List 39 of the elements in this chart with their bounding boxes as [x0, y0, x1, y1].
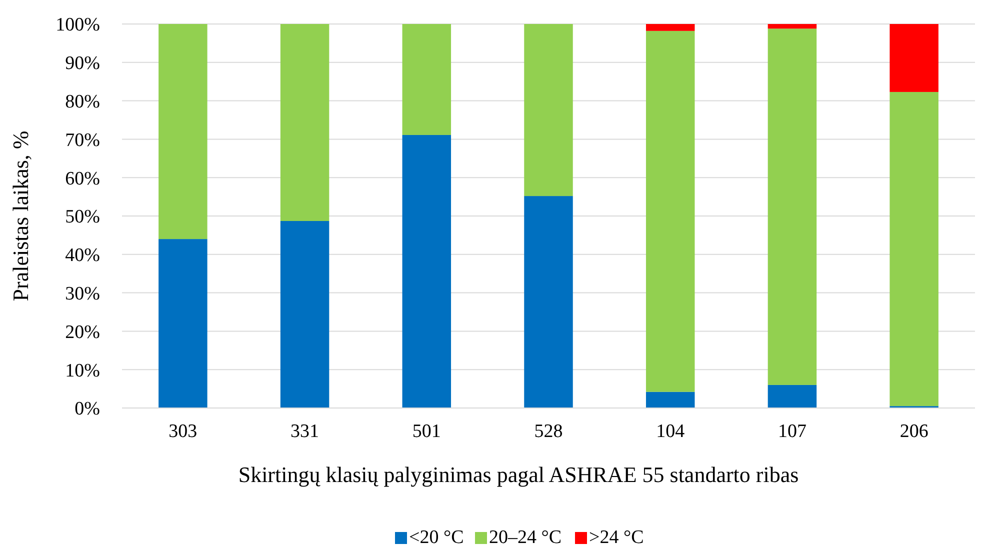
bar	[158, 24, 208, 240]
bar	[646, 24, 695, 31]
bar	[768, 28, 817, 385]
bar	[158, 239, 208, 408]
bar	[402, 24, 452, 135]
bar	[524, 24, 573, 196]
y-tick-label: 10%	[65, 360, 100, 382]
x-tick-label: 107	[778, 421, 806, 442]
y-tick-label: 90%	[65, 53, 100, 74]
legend-label: 20–24 °C	[489, 527, 562, 548]
x-tick-label: 501	[412, 421, 441, 442]
y-tick-label: 80%	[65, 91, 100, 112]
x-tick-label: 331	[290, 421, 320, 442]
x-tick-label: 206	[900, 421, 928, 442]
x-tick-label: 104	[656, 421, 686, 442]
legend-label: <20 °C	[409, 527, 464, 548]
bar	[890, 92, 938, 406]
bar	[768, 384, 817, 408]
y-tick-label: 30%	[65, 283, 100, 304]
y-tick-label: 100%	[56, 14, 100, 36]
y-tick-label: 40%	[65, 245, 100, 266]
bar	[524, 196, 573, 408]
bar	[768, 24, 817, 29]
legend-label: >24 °C	[589, 527, 644, 548]
y-tick-label: 70%	[65, 130, 100, 151]
bar	[646, 30, 695, 392]
y-tick-label: 60%	[65, 168, 100, 190]
bar	[280, 24, 330, 221]
bar	[890, 24, 938, 92]
x-tick-label: 303	[168, 421, 198, 442]
bar	[280, 220, 330, 408]
bar	[646, 392, 695, 408]
bar	[402, 134, 452, 408]
y-tick-label: 50%	[65, 206, 100, 228]
y-axis-title: Praleistas laikas, %	[8, 130, 33, 302]
y-tick-label: 20%	[65, 322, 100, 343]
x-axis-title: Skirtingų klasių palyginimas pagal ASHRAE 55 standarto ribas	[238, 462, 799, 487]
y-tick-label: 0%	[74, 398, 100, 420]
x-tick-label: 528	[534, 421, 563, 442]
